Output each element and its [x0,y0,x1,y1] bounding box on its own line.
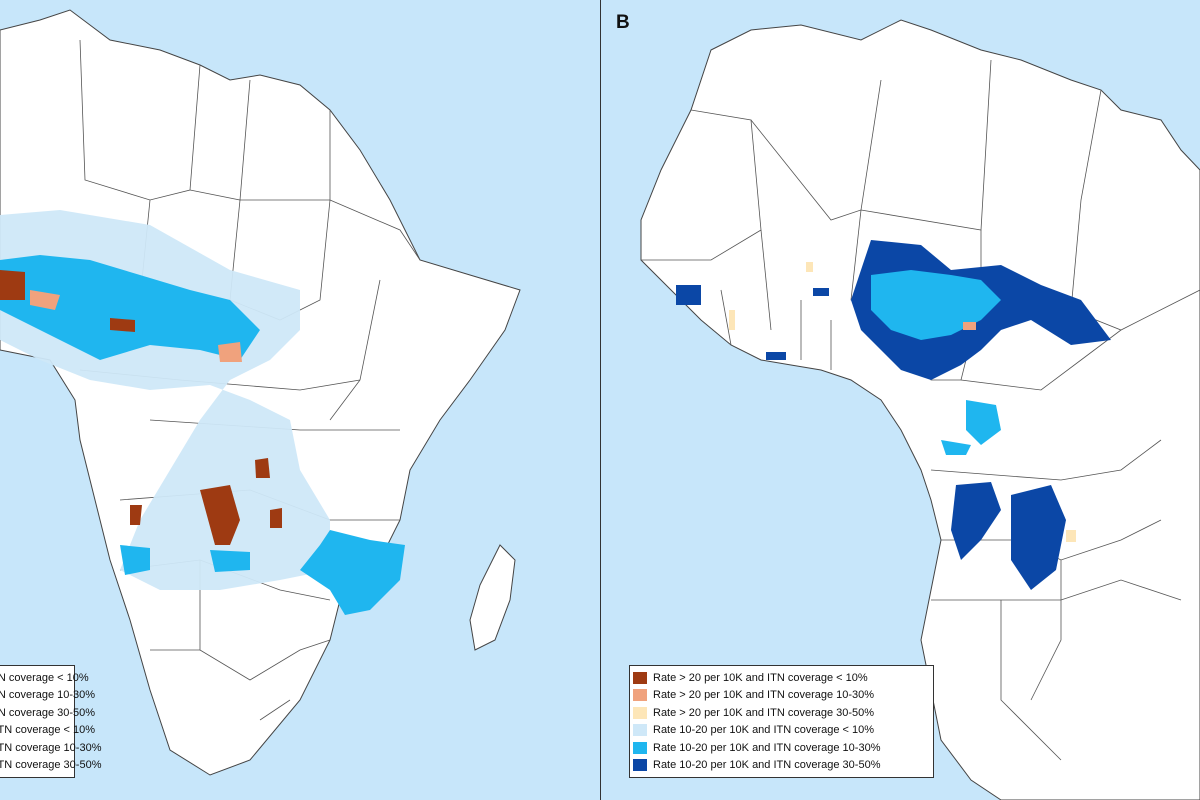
legend-swatch [633,724,647,737]
area-dark-brown-1 [200,485,240,545]
legend-a-item: Rate > 20 per 10K and ITN coverage 10-30… [0,687,95,705]
area-cream-1 [806,262,813,272]
legend-swatch [633,741,647,754]
area-bright-blue [0,255,260,360]
legend-a-item: Rate > 20 per 10K and ITN coverage 30-50… [0,704,95,722]
legend-b-item: Rate 10-20 per 10K and ITN coverage 30-5… [633,757,928,775]
map-panel-b: B Rate > 20 per 10K and ITN coverage < 1… [601,0,1200,800]
legend-b-item: Rate > 20 per 10K and ITN coverage 30-50… [633,704,928,722]
legend-a: Rate > 20 per 10K and ITN coverage < 10%… [0,665,101,778]
area-dark-blue-south [951,482,1001,560]
legend-label: Rate 10-20 per 10K and ITN coverage < 10… [653,724,875,737]
legend-label: Rate > 20 per 10K and ITN coverage 30-50… [0,706,96,719]
legend-swatch [633,689,647,702]
area-cream-2 [729,310,735,330]
risk-areas-b [676,240,1111,590]
legend-a-item: Rate 10-20 per 10K and ITN coverage 30-5… [0,757,101,775]
legend-label: Rate > 20 per 10K and ITN coverage 10-30… [653,689,875,702]
area-dark-blue-south2 [1011,485,1066,590]
map-panel-a: Rate > 20 per 10K and ITN coverage < 10%… [0,0,600,800]
legend-b-item: Rate > 20 per 10K and ITN coverage < 10% [633,669,928,687]
madagascar [469,544,516,651]
africa-landmass [640,19,1200,800]
area-bright-blue-east [300,530,405,615]
area-salmon-2 [30,290,60,310]
area-dark-blue-w2 [766,352,786,360]
legend-label: Rate 10-20 per 10K and ITN coverage 10-3… [0,741,102,754]
legend-label: Rate 10-20 per 10K and ITN coverage 30-5… [0,759,102,772]
area-dark-brown-5 [270,508,282,528]
legend-label: Rate > 20 per 10K and ITN coverage 10-30… [0,689,96,702]
legend-label: Rate > 20 per 10K and ITN coverage 30-50… [653,706,875,719]
area-bright-blue-central [966,400,1001,445]
area-dark-blue-w3 [813,288,829,296]
legend-label: Rate 10-20 per 10K and ITN coverage 30-5… [653,759,881,772]
africa-landmass [0,9,521,776]
area-salmon-1 [218,342,242,362]
area-dark-blue-west [676,285,701,305]
area-bright-blue-c2 [941,440,971,455]
area-dark-brown-2 [255,458,270,478]
area-cream-3 [1066,530,1076,542]
area-dark-brown-4 [110,318,135,332]
legend-label: Rate 10-20 per 10K and ITN coverage < 10… [0,724,96,737]
area-dark-brown-3 [0,270,25,300]
legend-swatch [633,671,647,684]
panel-label-b: B [616,12,630,33]
legend-a-item: Rate > 20 per 10K and ITN coverage < 10% [0,669,89,687]
area-salmon-1 [963,322,976,330]
legend-swatch [633,706,647,719]
legend-b-item: Rate > 20 per 10K and ITN coverage 10-30… [633,687,928,705]
legend-label: Rate 10-20 per 10K and ITN coverage 10-3… [653,741,881,754]
risk-areas-a [0,210,405,615]
panel-divider [600,0,601,800]
area-dark-brown-6 [130,505,142,525]
legend-a-item: Rate 10-20 per 10K and ITN coverage < 10… [0,722,95,740]
legend-b-item: Rate 10-20 per 10K and ITN coverage < 10… [633,722,928,740]
area-bright-blue-sw [120,545,150,575]
area-bright-blue-c [210,550,250,572]
legend-b-item: Rate 10-20 per 10K and ITN coverage 10-3… [633,739,928,757]
africa-map-a [0,0,600,800]
legend-swatch [633,759,647,772]
legend-b: Rate > 20 per 10K and ITN coverage < 10%… [629,665,934,778]
legend-label: Rate > 20 per 10K and ITN coverage < 10% [0,671,89,684]
legend-a-item: Rate 10-20 per 10K and ITN coverage 10-3… [0,739,101,757]
legend-label: Rate > 20 per 10K and ITN coverage < 10% [653,671,868,684]
